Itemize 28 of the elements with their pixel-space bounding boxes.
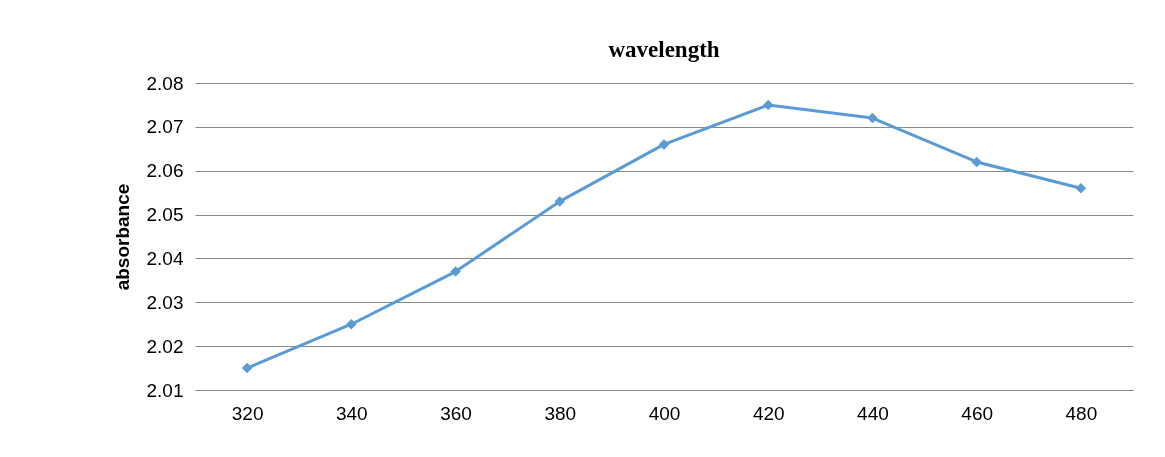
y-tick-label: 2.07 [146,116,184,138]
x-tick-label: 340 [335,402,368,424]
y-tick-label: 2.05 [146,204,184,226]
x-tick-label: 380 [544,402,577,424]
point [762,99,774,111]
y-tick-label: 2.08 [146,72,184,94]
point [658,139,670,150]
x-tick-label: 460 [961,402,994,424]
x-tick-label: 420 [752,402,785,424]
x-tick-label: 360 [440,402,472,424]
point [971,156,982,168]
point [450,266,461,277]
chart-title: wavelength [608,37,720,62]
y-tick-label: 2.01 [146,379,184,401]
point [554,196,566,207]
x-tick-label: 400 [648,402,681,424]
point [1075,183,1087,194]
y-tick-label: 2.06 [146,160,184,182]
y-tick-label: 2.04 [146,247,184,269]
x-tick-label: 320 [231,402,264,424]
x-tick-label: 440 [857,402,889,424]
point [241,362,253,374]
y-tick-label: 2.02 [146,335,184,357]
y-axis-title: absorbance [111,183,133,291]
y-tick-label: 2.03 [146,291,184,313]
point [867,112,878,124]
point [346,318,357,330]
x-tick-label: 480 [1065,402,1098,424]
